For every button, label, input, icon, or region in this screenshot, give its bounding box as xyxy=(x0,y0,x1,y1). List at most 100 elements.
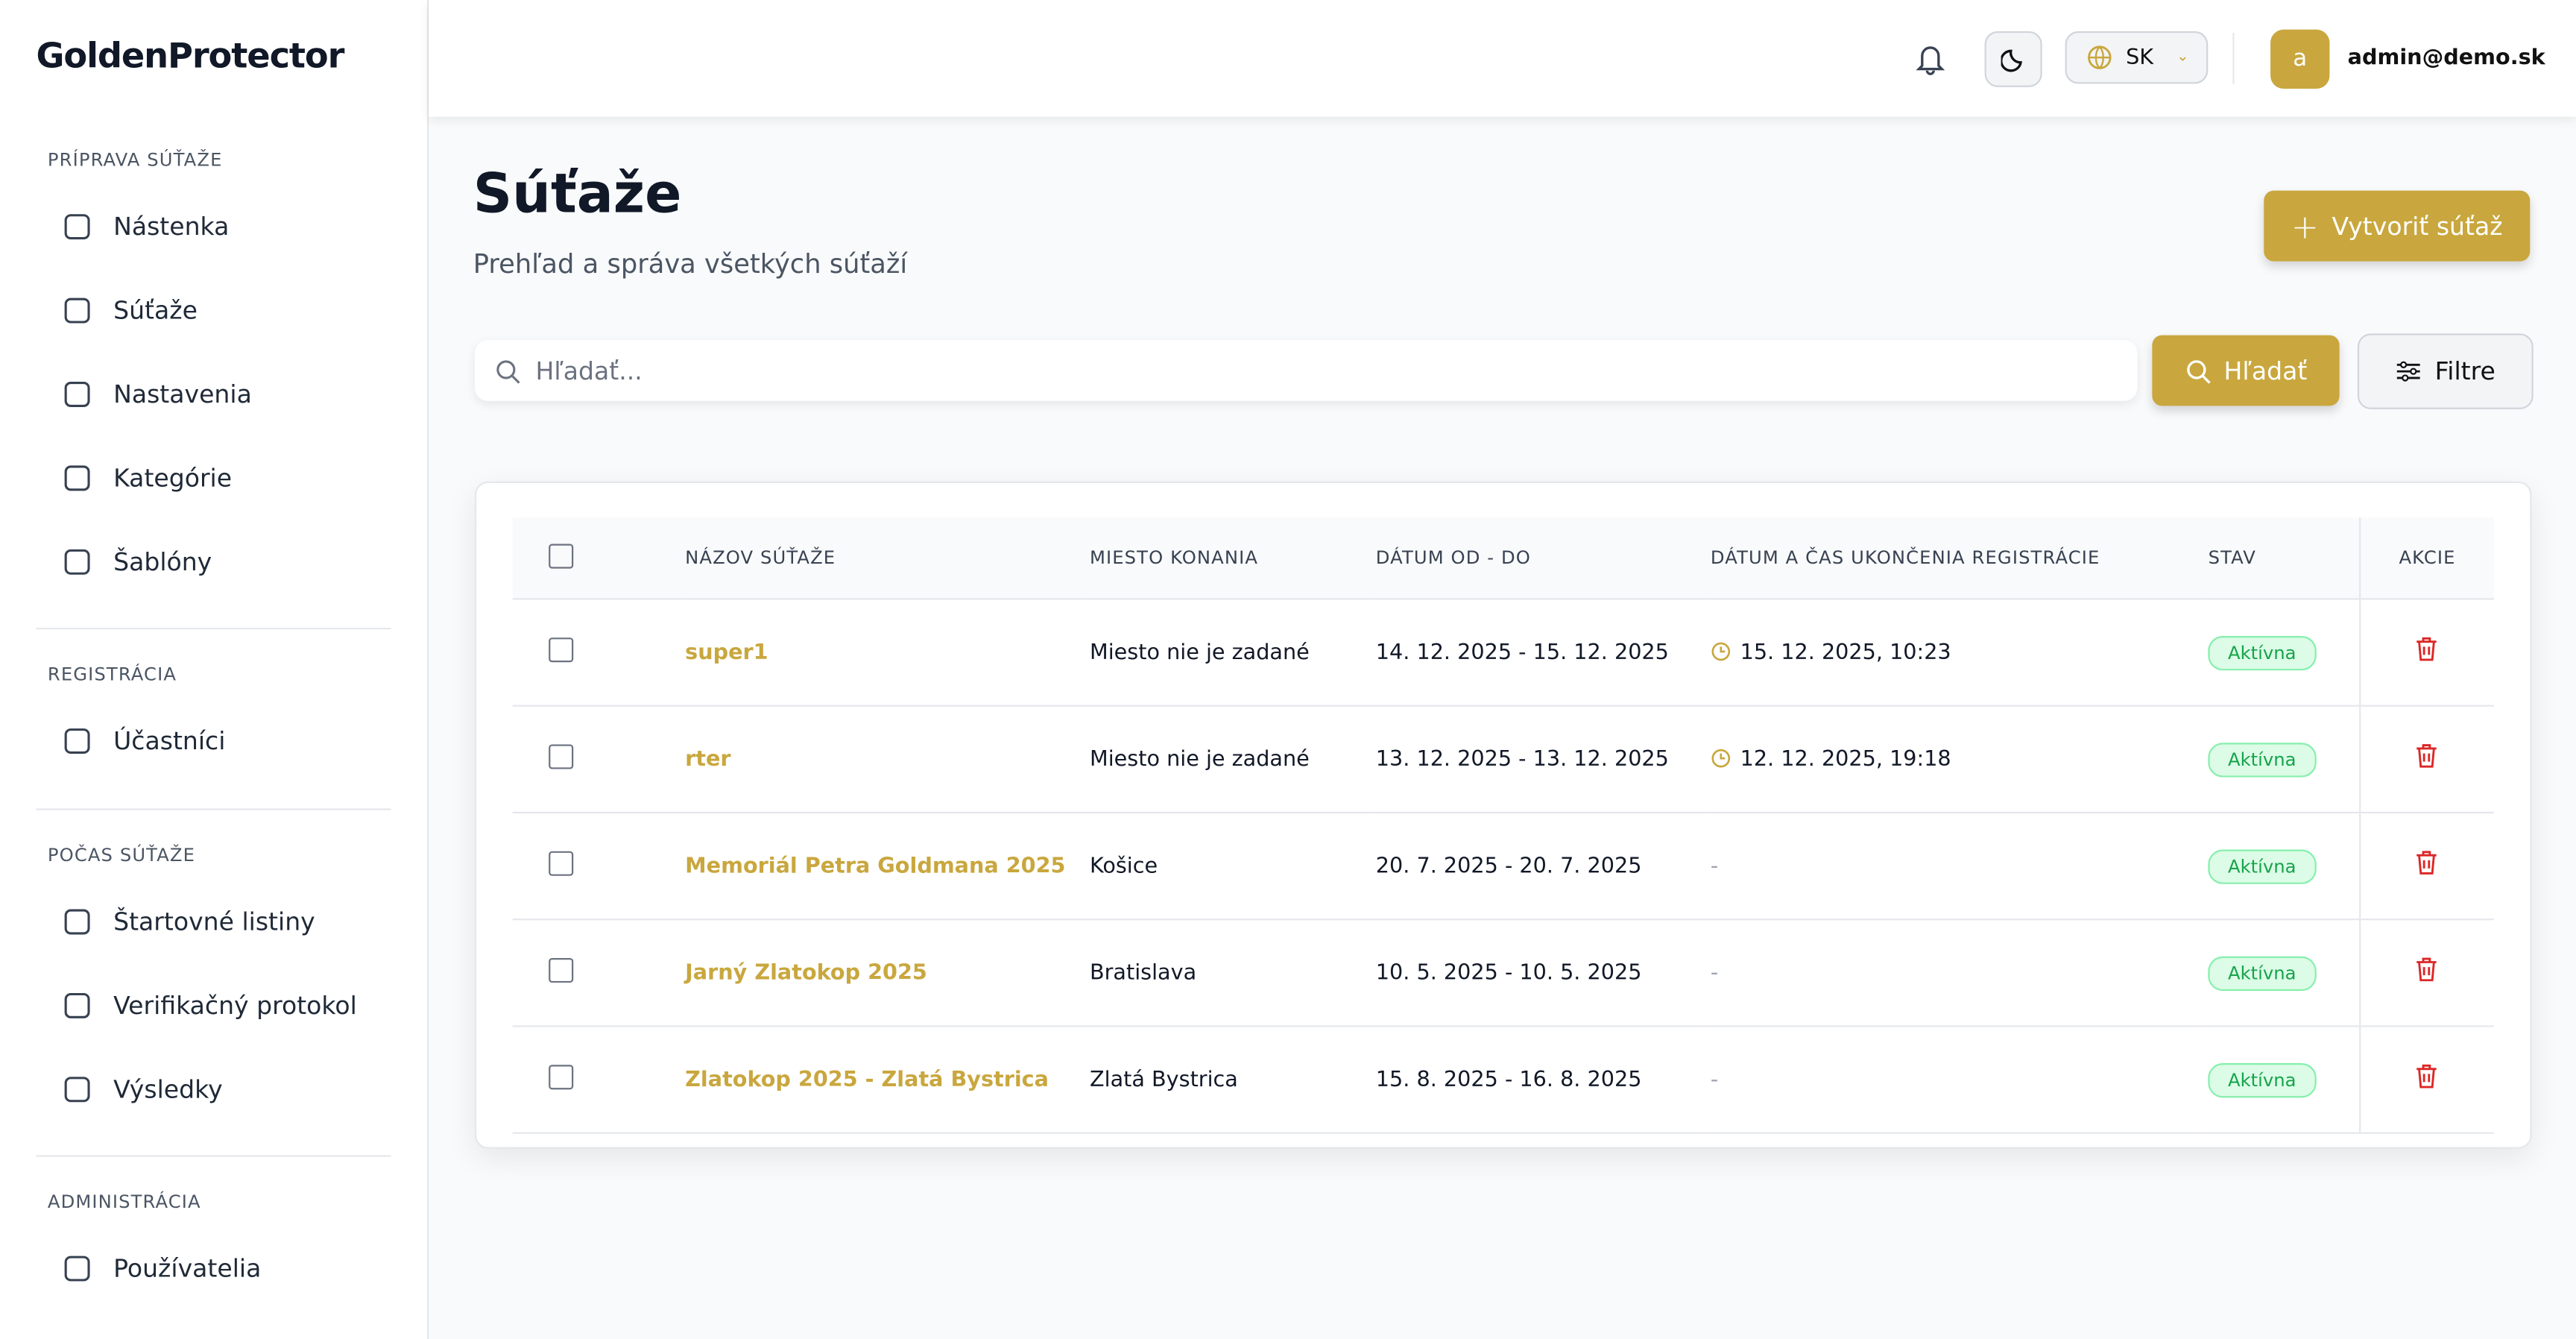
nav-item[interactable]: Verifikačný protokol xyxy=(36,963,391,1047)
nav-item[interactable]: Súťaže xyxy=(36,268,391,351)
competition-name[interactable]: rter xyxy=(685,746,731,772)
cell: Aktívna xyxy=(2206,705,2361,814)
cell: 13. 12. 2025 - 13. 12. 2025 xyxy=(1374,705,1709,814)
registration-end: - xyxy=(1710,854,1719,879)
nav-item[interactable]: Účastníci xyxy=(36,699,391,782)
status-badge: Aktívna xyxy=(2208,955,2316,990)
avatar[interactable]: a xyxy=(2270,29,2330,89)
delete-button[interactable] xyxy=(2416,1064,2439,1096)
sidebar-section: REGISTRÁCIA Účastníci xyxy=(36,627,391,782)
column-header: AKCIE xyxy=(2359,517,2494,600)
competition-name[interactable]: Zlatokop 2025 - Zlatá Bystrica xyxy=(685,1067,1049,1092)
filter-button[interactable]: Filtre xyxy=(2357,333,2534,409)
cell-text: Miesto nie je zadané xyxy=(1089,746,1310,772)
topbar: SK ⌄ a admin@demo.sk xyxy=(429,0,2576,117)
actions xyxy=(2359,705,2494,814)
nav-item[interactable]: Nastavenia xyxy=(36,352,391,435)
language-select[interactable]: SK ⌄ xyxy=(2065,31,2209,84)
column-header: NÁZOV SÚŤAŽE xyxy=(683,517,1088,600)
delete-button[interactable] xyxy=(2416,744,2439,775)
create-button[interactable]: + Vytvoriť súťaž xyxy=(2264,190,2531,262)
user-email[interactable]: admin@demo.sk xyxy=(2347,45,2545,71)
cell: Zlatokop 2025 - Zlatá Bystrica xyxy=(683,1026,1088,1134)
cell: Miesto nie je zadané xyxy=(1087,599,1374,707)
table-row: Memoriál Petra Goldmana 2025 Košice 20. 7.… xyxy=(512,812,2494,921)
nav-label: Kategórie xyxy=(113,462,233,493)
search-button[interactable]: Hľadať xyxy=(2152,335,2340,406)
search-input[interactable]: Hľadať... xyxy=(474,340,2138,401)
row-checkbox[interactable] xyxy=(512,705,684,814)
divider xyxy=(36,627,391,630)
nav-label: Nastavenia xyxy=(113,379,252,409)
competition-name[interactable]: Jarný Zlatokop 2025 xyxy=(685,960,927,986)
cell: - xyxy=(1708,812,2207,921)
status-badge: Aktívna xyxy=(2208,634,2316,670)
sidebar-section: PRÍPRAVA SÚŤAŽE Nástenka Súťaže Nastavenia K… xyxy=(36,150,391,603)
cell-text: Miesto nie je zadané xyxy=(1089,640,1310,665)
cell-text: Zlatá Bystrica xyxy=(1089,1067,1238,1092)
actions xyxy=(2359,599,2494,707)
status-badge: Aktívna xyxy=(2208,848,2316,883)
delete-button[interactable] xyxy=(2416,637,2439,669)
nav-label: Súťaže xyxy=(113,294,198,325)
cell-text: 14. 12. 2025 - 15. 12. 2025 xyxy=(1375,640,1669,665)
registration-end: 12. 12. 2025, 19:18 xyxy=(1740,746,1951,772)
cell: Memoriál Petra Goldmana 2025 xyxy=(683,812,1088,921)
cell-text: 15. 8. 2025 - 16. 8. 2025 xyxy=(1375,1067,1642,1092)
cell: super1 xyxy=(683,599,1088,707)
nav-label: Používatelia xyxy=(113,1253,262,1283)
competition-name[interactable]: Memoriál Petra Goldmana 2025 xyxy=(685,854,1066,879)
divider xyxy=(36,808,391,810)
table-row: rter Miesto nie je zadané 13. 12. 2025 - 1… xyxy=(512,705,2494,814)
column-header: STAV xyxy=(2206,517,2361,600)
nav-label: Štartovné listiny xyxy=(113,906,315,936)
registration-end: - xyxy=(1710,1067,1719,1092)
nav-item[interactable]: Nástenka xyxy=(36,184,391,268)
cell: rter xyxy=(683,705,1088,814)
cell-text: 13. 12. 2025 - 13. 12. 2025 xyxy=(1375,746,1669,772)
column-header: DÁTUM A ČAS UKONČENIA REGISTRÁCIE xyxy=(1708,517,2207,600)
row-checkbox[interactable] xyxy=(512,812,684,921)
language: SK xyxy=(2126,45,2154,70)
nav-item[interactable]: Výsledky xyxy=(36,1047,391,1130)
nav-label: Verifikačný protokol xyxy=(113,989,357,1020)
section-title: POČAS SÚŤAŽE xyxy=(47,844,196,866)
cell: 15. 12. 2025, 10:23 xyxy=(1708,599,2207,707)
section-title: PRÍPRAVA SÚŤAŽE xyxy=(47,149,223,171)
cell: Aktívna xyxy=(2206,599,2361,707)
search-placeholder: Hľadať... xyxy=(535,356,643,385)
nav-item[interactable]: Kategórie xyxy=(36,435,391,519)
cell: Bratislava xyxy=(1087,919,1374,1027)
clock-icon xyxy=(1711,747,1740,772)
cell: 14. 12. 2025 - 15. 12. 2025 xyxy=(1374,599,1709,707)
clock-icon xyxy=(1711,640,1740,664)
table-card: NÁZOV SÚŤAŽE MIESTO KONANIA DÁTUM OD - DO D… xyxy=(474,481,2532,1149)
section-title: REGISTRÁCIA xyxy=(47,664,177,686)
table-row: super1 Miesto nie je zadané 14. 12. 2025 -… xyxy=(512,599,2494,707)
table-row: Zlatokop 2025 - Zlatá Bystrica Zlatá Byst… xyxy=(512,1026,2494,1134)
nav-label: Účastníci xyxy=(113,725,226,755)
cell: 20. 7. 2025 - 20. 7. 2025 xyxy=(1374,812,1709,921)
cell: 12. 12. 2025, 19:18 xyxy=(1708,705,2207,814)
section-title: ADMINISTRÁCIA xyxy=(47,1191,201,1213)
row-checkbox[interactable] xyxy=(512,599,684,707)
cell: Aktívna xyxy=(2206,919,2361,1027)
nav-item[interactable]: Šablóny xyxy=(36,519,391,602)
row-checkbox[interactable] xyxy=(512,919,684,1027)
theme-toggle[interactable] xyxy=(1984,31,2042,87)
competition-name[interactable]: super1 xyxy=(685,640,768,665)
nav-label: Výsledky xyxy=(113,1074,223,1104)
sidebar-section: POČAS SÚŤAŽE Štartovné listiny Verifikačný… xyxy=(36,808,391,1131)
sidebar-section: ADMINISTRÁCIA Používatelia xyxy=(36,1155,391,1310)
bell-icon[interactable] xyxy=(1916,42,1945,75)
cell: - xyxy=(1708,1026,2207,1134)
status-badge: Aktívna xyxy=(2208,1062,2316,1097)
nav-item[interactable]: Štartovné listiny xyxy=(36,879,391,962)
delete-button[interactable] xyxy=(2416,957,2439,989)
nav-item[interactable]: Používatelia xyxy=(36,1226,391,1309)
actions xyxy=(2359,1026,2494,1134)
actions xyxy=(2359,812,2494,921)
delete-button[interactable] xyxy=(2416,851,2439,883)
row-checkbox[interactable] xyxy=(512,1026,684,1134)
